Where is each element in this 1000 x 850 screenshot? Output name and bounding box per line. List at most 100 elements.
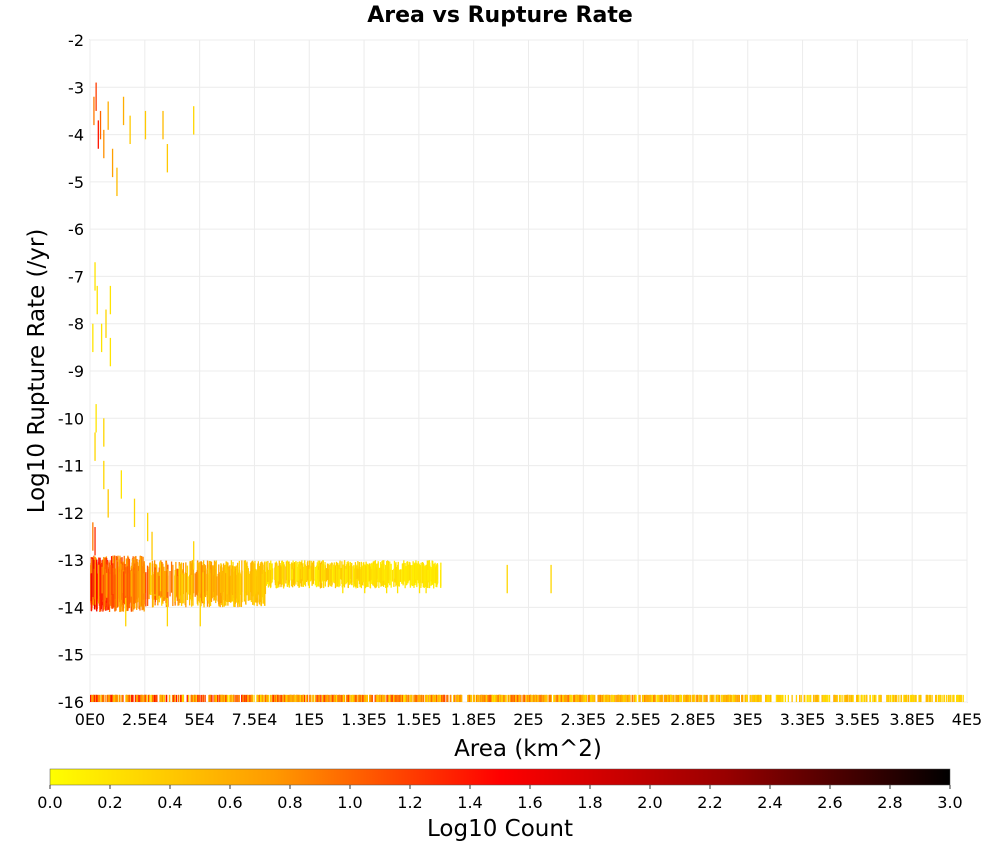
heatmap-cell [232,694,234,702]
heatmap-cell [931,694,933,702]
heatmap-cell [289,694,292,702]
heatmap-cell [109,285,112,315]
heatmap-cell [309,567,311,582]
heatmap-cell [803,694,805,702]
heatmap-cell [360,561,363,589]
heatmap-cell [192,562,195,594]
heatmap-cell [95,82,97,111]
heatmap-cell [524,694,526,702]
heatmap-cell [532,694,534,702]
heatmap-cell [210,694,212,702]
heatmap-cell [477,694,479,702]
heatmap-cell [340,694,342,702]
heatmap-cell [286,694,288,702]
heatmap-cell [296,694,298,702]
heatmap-cell [288,564,290,580]
heatmap-cell [828,694,831,702]
heatmap-cell [825,694,827,702]
heatmap-cell [699,694,701,702]
heatmap-cell [869,694,871,702]
heatmap-cell [211,694,213,702]
heatmap-cell [236,694,238,702]
heatmap-cell [417,568,420,581]
heatmap-cell [151,694,153,702]
heatmap-cell [327,694,329,702]
heatmap-cell [198,694,201,702]
heatmap-cell [369,694,371,702]
heatmap-cell [904,694,906,702]
heatmap-cell [491,694,493,702]
heatmap-cell [409,562,411,581]
heatmap-cell [460,694,462,702]
heatmap-cell [258,694,261,702]
heatmap-cell [346,694,348,702]
heatmap-cell [257,694,260,702]
heatmap-cell [250,694,253,702]
heatmap-cell [380,694,382,702]
heatmap-cell [366,694,368,702]
heatmap-cell [800,694,802,702]
heatmap-cell [396,568,398,584]
heatmap-cell [115,694,117,702]
heatmap-cell [391,694,393,702]
heatmap-cell [646,694,648,702]
heatmap-cell [558,694,560,702]
heatmap-cell [349,564,352,580]
heatmap-cell [651,694,654,702]
heatmap-cell [239,573,242,595]
y-tick-label: -5 [68,173,84,192]
heatmap-cell [94,262,96,291]
heatmap-cell [291,569,293,580]
heatmap-cell [150,574,152,596]
heatmap-cell [200,694,203,702]
heatmap-cell [149,562,151,595]
x-tick-label: 1.3E5 [341,710,387,729]
heatmap-cell [101,566,103,594]
heatmap-cell [350,694,353,702]
heatmap-cell [687,694,690,702]
heatmap-cell [945,694,948,702]
x-axis-label: Area (km^2) [454,736,602,762]
heatmap-cell [197,694,199,702]
x-tick-label: 5E4 [184,710,214,729]
heatmap-cell [665,694,668,702]
heatmap-cell [218,574,220,596]
heatmap-cell [220,566,222,593]
heatmap-cell [359,694,361,702]
heatmap-cell [443,694,445,702]
heatmap-cell [322,694,324,702]
colorbar-tick-label: 1.0 [337,793,362,812]
heatmap-cell [267,694,270,702]
heatmap-cell [487,694,489,702]
heatmap-cell [405,694,407,702]
x-tick-label: 3.5E5 [835,710,881,729]
heatmap-cell [125,694,127,702]
heatmap-cell [404,563,406,589]
heatmap-cell [929,694,931,702]
heatmap-cell [293,568,295,581]
heatmap-cell [146,565,149,600]
heatmap-cell [343,561,346,588]
heatmap-cell [955,694,958,702]
heatmap-cell [735,694,737,702]
heatmap-cell [208,694,210,702]
heatmap-cell [454,694,456,702]
colorbar-tick-label: 2.4 [757,793,782,812]
heatmap-cell [838,694,841,702]
heatmap-cell [605,694,607,702]
heatmap-cell [476,694,478,702]
heatmap-cell [664,694,666,702]
heatmap-cell [382,694,384,702]
heatmap-cell [679,694,681,702]
heatmap-cell [264,694,267,702]
heatmap-cell [609,694,611,702]
heatmap-cell [261,573,263,600]
heatmap-cell [241,560,243,593]
heatmap-cell [402,565,404,584]
heatmap-cell [370,694,372,702]
heatmap-cell [957,694,959,702]
heatmap-cell [153,694,156,702]
heatmap-cell [513,694,516,702]
heatmap-cell [827,694,829,702]
heatmap-cell [777,694,780,702]
